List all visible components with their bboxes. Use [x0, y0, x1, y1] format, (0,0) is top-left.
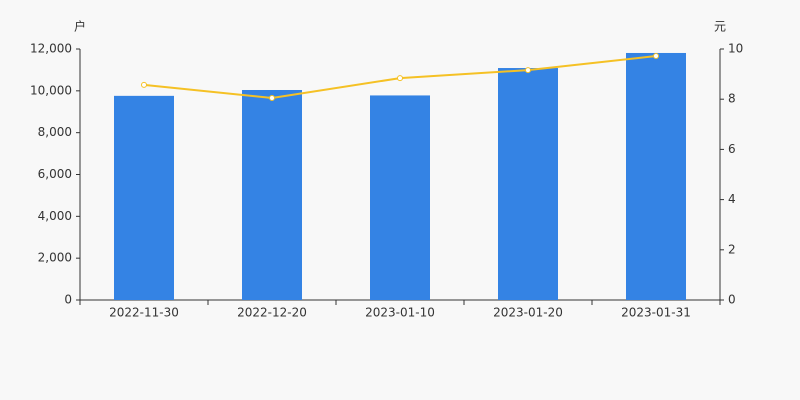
y-axis-label: 户: [74, 19, 86, 34]
y2-tick-label: 0: [728, 293, 736, 307]
bar: [242, 89, 302, 300]
y2-tick-label: 4: [728, 192, 736, 206]
y-tick-label: 2,000: [38, 251, 72, 265]
x-tick-label: 2023-01-20: [493, 306, 563, 320]
y2-tick-label: 6: [728, 142, 736, 156]
y2-axis-label: 元: [714, 20, 726, 34]
line-point: [141, 81, 147, 88]
y2-tick-label: 10: [728, 42, 743, 56]
line-point: [397, 75, 403, 82]
y-tick-label: 10,000: [30, 83, 72, 97]
y-tick-label: 4,000: [38, 209, 72, 223]
y-tick-label: 6,000: [38, 167, 72, 181]
y-tick-label: 0: [64, 293, 72, 307]
x-tick-label: 2023-01-31: [621, 306, 691, 320]
y-tick-label: 8,000: [38, 125, 72, 139]
y2-tick-label: 8: [728, 92, 736, 106]
line-point: [653, 53, 659, 60]
bar: [114, 95, 174, 300]
y-tick-label: 12,000: [30, 42, 72, 56]
line-point: [525, 67, 531, 74]
y2-tick-label: 2: [728, 242, 736, 256]
x-tick-label: 2022-12-20: [237, 306, 307, 320]
x-tick-label: 2022-11-30: [109, 306, 179, 320]
bar: [498, 68, 558, 300]
x-tick-label: 2023-01-10: [365, 306, 435, 320]
bar: [626, 52, 686, 300]
bar: [370, 95, 430, 300]
line-point: [269, 94, 275, 101]
